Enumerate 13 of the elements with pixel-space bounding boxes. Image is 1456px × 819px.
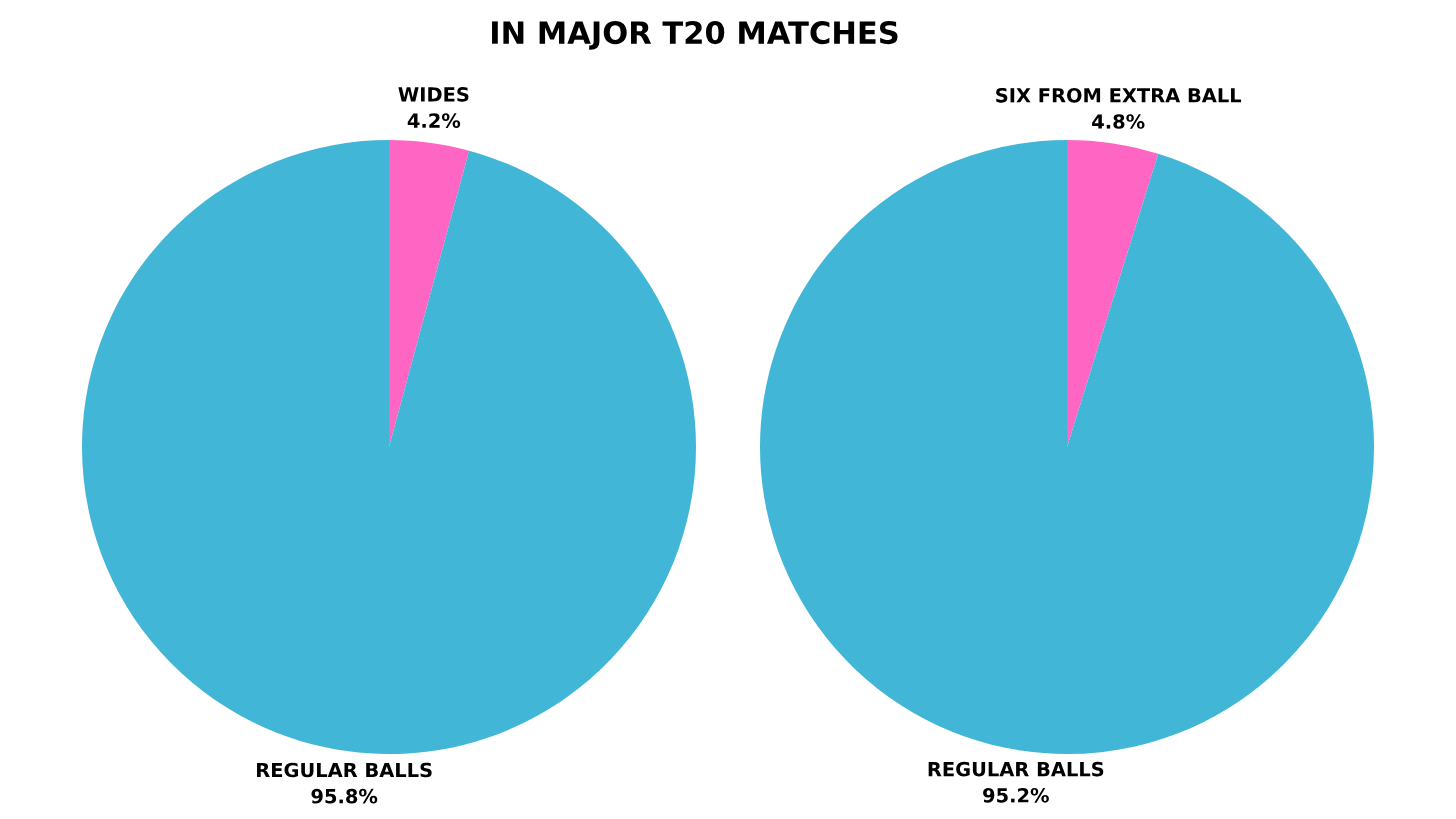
pie-slice — [389, 140, 470, 447]
slice-label: SIX FROM EXTRA BALL — [996, 87, 1242, 103]
data-label: 4.8% — [1092, 114, 1145, 129]
slice-label: WIDES — [398, 87, 469, 102]
slice-label: REGULAR BALLS — [928, 761, 1104, 777]
data-label: 95.8% — [311, 788, 378, 804]
data-label: 4.2% — [407, 113, 461, 128]
data-label: 95.2% — [983, 787, 1049, 803]
chart-title: IN MAJOR T20 MATCHES — [492, 21, 898, 50]
pie-slice — [82, 140, 696, 754]
pie-slice — [1067, 140, 1159, 447]
pie-slice — [760, 140, 1374, 754]
slice-label: REGULAR BALLS — [257, 762, 432, 778]
